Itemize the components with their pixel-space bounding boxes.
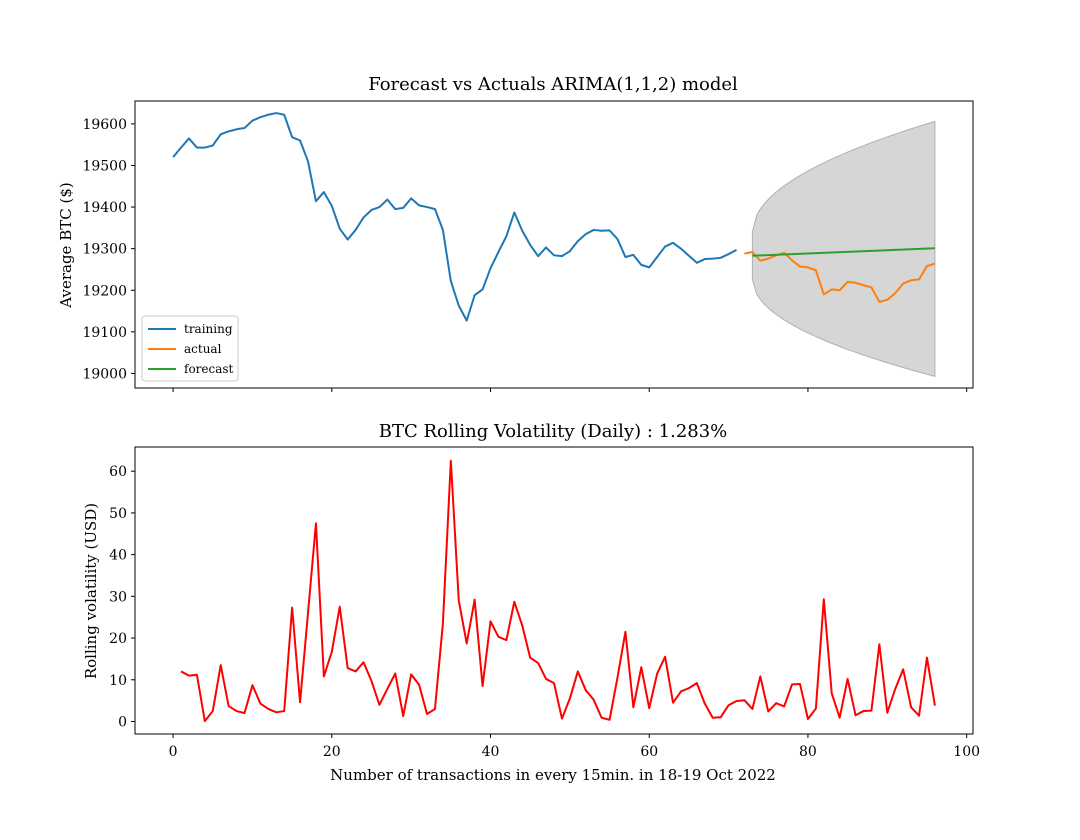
forecast-ytick-label: 19000 bbox=[82, 366, 127, 382]
volatility-ytick-label: 20 bbox=[109, 631, 127, 647]
volatility-xtick-label: 80 bbox=[799, 744, 817, 760]
forecast-y-axis-label: Average BTC ($) bbox=[57, 182, 75, 308]
forecast-ytick-label: 19500 bbox=[82, 158, 127, 174]
forecast-x-ticks bbox=[172, 388, 968, 392]
forecast-series-training-line bbox=[172, 112, 737, 322]
forecast-subplot: Forecast vs Actuals ARIMA(1,1,2) model 1… bbox=[57, 74, 974, 392]
legend-box bbox=[141, 315, 239, 382]
volatility-lines-layer bbox=[180, 459, 936, 723]
forecast-series-forecast-line bbox=[752, 247, 935, 257]
forecast-ytick-label: 19600 bbox=[82, 117, 127, 133]
forecast-lines-layer bbox=[172, 112, 936, 322]
forecast-legend: training actual forecast bbox=[141, 315, 239, 382]
confidence-band-layer bbox=[751, 120, 936, 378]
volatility-xtick-label: 20 bbox=[323, 744, 341, 760]
forecast-ytick-label: 19300 bbox=[82, 242, 127, 258]
volatility-ytick-label: 40 bbox=[109, 548, 127, 564]
forecast-ytick-label: 19400 bbox=[82, 200, 127, 216]
forecast-ytick-label: 19100 bbox=[82, 325, 127, 341]
legend-label-actual: actual bbox=[184, 342, 222, 356]
volatility-xtick-label: 100 bbox=[953, 744, 980, 760]
volatility-subplot: BTC Rolling Volatility (Daily) : 1.283% … bbox=[82, 421, 980, 784]
forecast-chart-title: Forecast vs Actuals ARIMA(1,1,2) model bbox=[368, 74, 738, 95]
volatility-chart-title: BTC Rolling Volatility (Daily) : 1.283% bbox=[379, 421, 728, 442]
volatility-ytick-label: 60 bbox=[109, 464, 127, 480]
volatility-xtick-label: 60 bbox=[640, 744, 658, 760]
volatility-series-0-line bbox=[180, 459, 936, 723]
volatility-xtick-label: 0 bbox=[169, 744, 178, 760]
volatility-ytick-label: 30 bbox=[109, 589, 127, 605]
volatility-xtick-label: 40 bbox=[482, 744, 500, 760]
volatility-x-ticks: 0 20 40 60 80 100 bbox=[169, 734, 980, 760]
volatility-ytick-label: 50 bbox=[109, 506, 127, 522]
legend-label-forecast: forecast bbox=[184, 362, 234, 376]
volatility-y-ticks: 0 10 20 30 40 50 60 bbox=[109, 464, 135, 730]
forecast-ytick-label: 19200 bbox=[82, 283, 127, 299]
volatility-ytick-label: 0 bbox=[118, 714, 127, 730]
volatility-axes-frame bbox=[134, 446, 974, 735]
volatility-ytick-label: 10 bbox=[109, 673, 127, 689]
confidence-band bbox=[751, 120, 936, 378]
legend-label-training: training bbox=[184, 322, 233, 336]
volatility-y-axis-label: Rolling volatility (USD) bbox=[82, 503, 100, 679]
forecast-y-ticks: 19000 19100 19200 19300 19400 19500 19600 bbox=[82, 117, 135, 382]
x-axis-label: Number of transactions in every 15min. i… bbox=[330, 766, 776, 784]
forecast-axes-frame bbox=[134, 100, 974, 389]
